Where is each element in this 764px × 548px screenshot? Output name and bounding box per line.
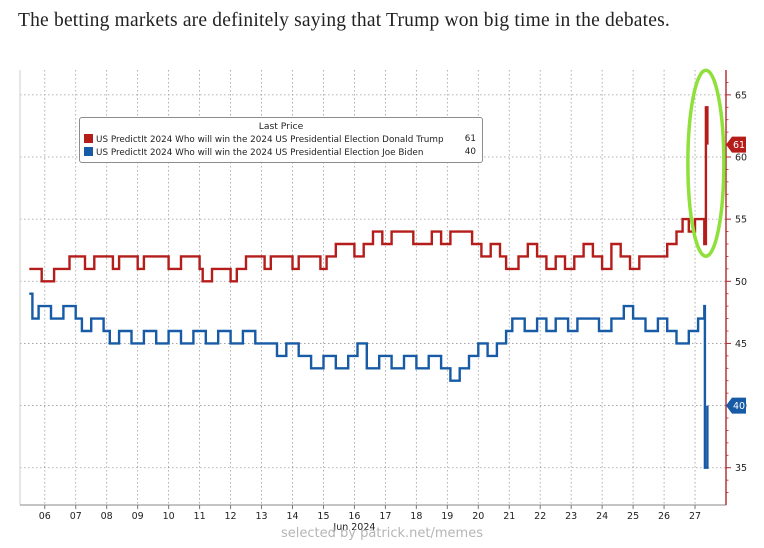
series-line-trump bbox=[29, 106, 709, 283]
x-tick-label: 09 bbox=[132, 511, 144, 522]
x-tick-label: 08 bbox=[101, 511, 113, 522]
x-tick-label: 18 bbox=[410, 511, 422, 522]
series-line-biden bbox=[29, 292, 709, 469]
legend-item-trump: US PredictIt 2024 Who will win the 2024 … bbox=[84, 134, 476, 146]
x-tick-label: 25 bbox=[627, 511, 639, 522]
y-tick-label: 45 bbox=[735, 339, 747, 350]
x-tick-label: 10 bbox=[163, 511, 175, 522]
x-tick-label: 19 bbox=[441, 511, 453, 522]
x-tick-label: 12 bbox=[225, 511, 237, 522]
x-tick-label: 27 bbox=[689, 511, 701, 522]
last-price-tag-trump: 61 bbox=[726, 136, 746, 153]
legend-value-biden: 40 bbox=[464, 147, 476, 157]
last-price-tag-bg bbox=[726, 397, 746, 414]
x-tick-label: 26 bbox=[658, 511, 670, 522]
y-tick-label: 50 bbox=[735, 277, 747, 288]
last-price-tag-label: 61 bbox=[733, 140, 745, 151]
legend-title: Last Price bbox=[258, 121, 304, 132]
credit-text: selected by patrick.net/memes bbox=[281, 526, 483, 541]
x-tick-label: 21 bbox=[503, 511, 515, 522]
legend-swatch-biden bbox=[84, 147, 93, 156]
x-tick-label: 24 bbox=[596, 511, 608, 522]
y-tick-label: 60 bbox=[735, 153, 747, 164]
x-tick-label: 17 bbox=[379, 511, 391, 522]
last-price-tag-label: 40 bbox=[733, 401, 745, 412]
x-tick-label: 15 bbox=[317, 511, 329, 522]
x-axis-title: Jun 2024 bbox=[332, 522, 375, 533]
x-tick-label: 14 bbox=[286, 511, 298, 522]
y-tick-label: 35 bbox=[735, 463, 747, 474]
chart-legend: Last Price US PredictIt 2024 Who will wi… bbox=[79, 117, 483, 163]
x-tick-label: 23 bbox=[565, 511, 577, 522]
headline: The betting markets are definitely sayin… bbox=[18, 10, 670, 31]
y-tick-label: 55 bbox=[735, 215, 747, 226]
legend-item-biden: US PredictIt 2024 Who will win the 2024 … bbox=[84, 147, 476, 159]
x-tick-label: 20 bbox=[472, 511, 484, 522]
highlight-ellipse bbox=[686, 68, 726, 258]
x-tick-label: 22 bbox=[534, 511, 546, 522]
x-tick-label: 07 bbox=[70, 511, 82, 522]
x-tick-label: 06 bbox=[39, 511, 51, 522]
legend-swatch-trump bbox=[84, 134, 93, 143]
x-tick-label: 13 bbox=[255, 511, 267, 522]
last-price-tag-bg bbox=[726, 136, 746, 153]
y-tick-label: 65 bbox=[735, 90, 747, 101]
x-tick-label: 16 bbox=[348, 511, 360, 522]
x-tick-label: 11 bbox=[194, 511, 206, 522]
legend-value-trump: 61 bbox=[464, 134, 476, 144]
legend-label-trump: US PredictIt 2024 Who will win the 2024 … bbox=[96, 135, 444, 145]
legend-label-biden: US PredictIt 2024 Who will win the 2024 … bbox=[96, 148, 424, 158]
last-price-tag-biden: 40 bbox=[726, 397, 746, 414]
